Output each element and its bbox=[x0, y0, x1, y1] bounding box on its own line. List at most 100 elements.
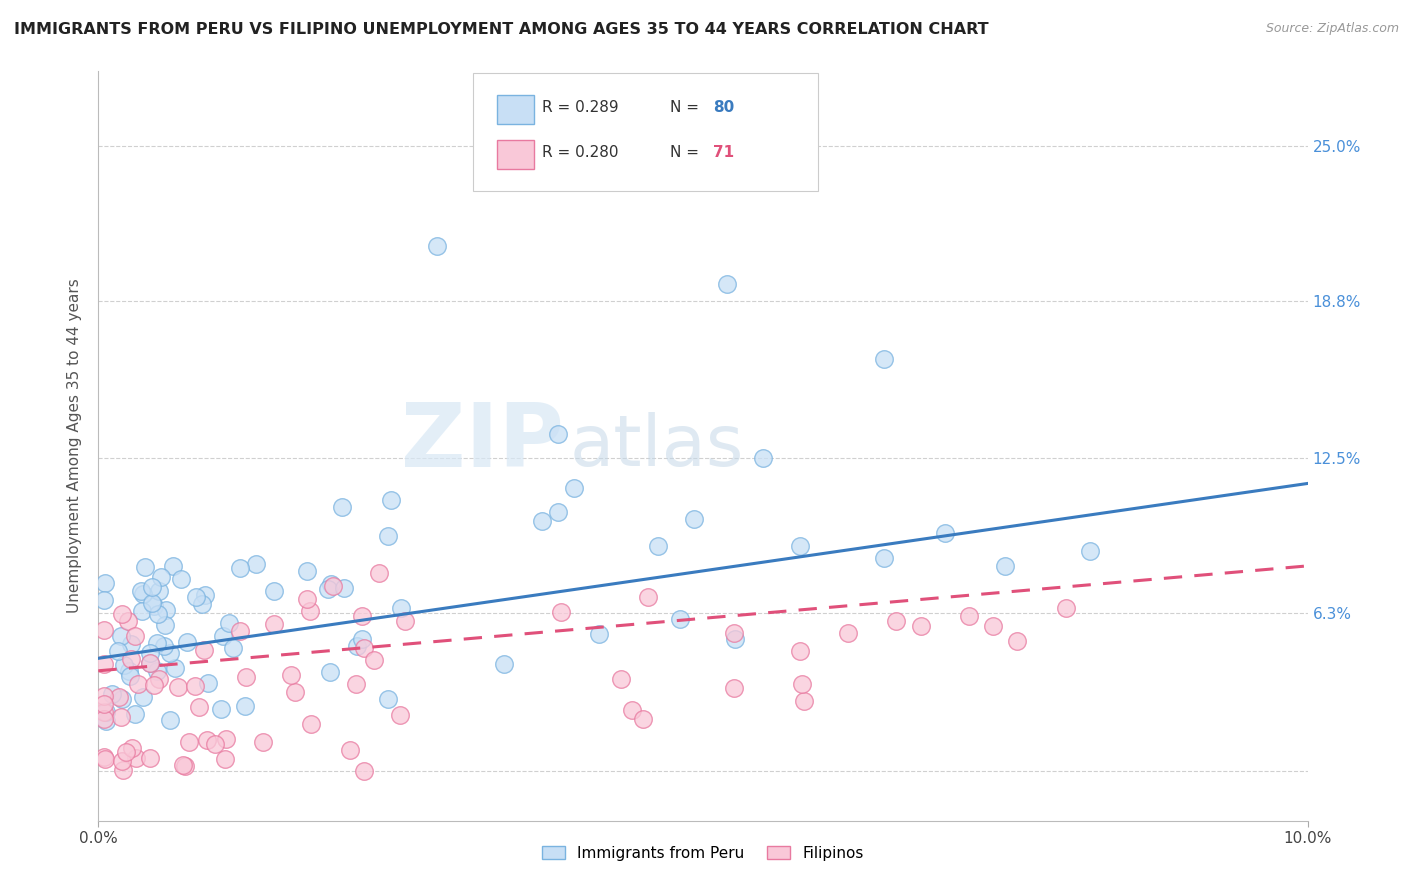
Point bbox=[145, 664, 167, 678]
Point bbox=[193, 643, 215, 657]
Point bbox=[112, 764, 135, 778]
Point bbox=[117, 615, 139, 629]
Point bbox=[789, 539, 811, 553]
Point bbox=[150, 570, 173, 584]
Point bbox=[724, 632, 747, 646]
Text: R = 0.280: R = 0.280 bbox=[543, 145, 619, 160]
Text: 80: 80 bbox=[713, 100, 734, 115]
Point bbox=[530, 515, 553, 529]
Point bbox=[169, 572, 191, 586]
Point bbox=[93, 624, 115, 638]
Point bbox=[118, 669, 141, 683]
Point bbox=[492, 657, 515, 672]
Point bbox=[110, 710, 132, 724]
Point bbox=[910, 619, 932, 633]
Point bbox=[115, 746, 138, 760]
Point bbox=[195, 733, 218, 747]
Point bbox=[148, 672, 170, 686]
Point bbox=[426, 239, 449, 253]
Point bbox=[188, 699, 211, 714]
Point bbox=[139, 656, 162, 670]
Point bbox=[129, 584, 152, 599]
Point bbox=[368, 566, 391, 580]
Point bbox=[339, 743, 361, 757]
Point bbox=[162, 558, 184, 573]
Point bbox=[111, 754, 134, 768]
Point bbox=[716, 277, 738, 291]
Point bbox=[837, 626, 859, 640]
Point bbox=[752, 451, 775, 466]
Point bbox=[350, 632, 373, 647]
Point bbox=[793, 693, 815, 707]
Text: Source: ZipAtlas.com: Source: ZipAtlas.com bbox=[1265, 22, 1399, 36]
Text: IMMIGRANTS FROM PERU VS FILIPINO UNEMPLOYMENT AMONG AGES 35 TO 44 YEARS CORRELAT: IMMIGRANTS FROM PERU VS FILIPINO UNEMPLO… bbox=[14, 22, 988, 37]
Point bbox=[245, 557, 267, 571]
Point bbox=[165, 661, 187, 675]
Point bbox=[218, 616, 240, 631]
Point bbox=[118, 664, 141, 678]
Point bbox=[132, 690, 155, 704]
Point bbox=[138, 657, 160, 671]
Point bbox=[299, 716, 322, 731]
Point bbox=[93, 697, 115, 711]
Point bbox=[146, 607, 169, 621]
Point bbox=[139, 646, 162, 660]
Point bbox=[723, 625, 745, 640]
Point bbox=[547, 426, 569, 441]
Point bbox=[94, 752, 117, 766]
Point bbox=[215, 731, 238, 746]
Point bbox=[141, 595, 163, 609]
Point bbox=[142, 677, 165, 691]
Point bbox=[298, 604, 321, 618]
Point bbox=[159, 646, 181, 660]
Bar bbox=[498, 95, 534, 124]
Point bbox=[177, 735, 200, 749]
Point bbox=[263, 583, 285, 598]
Text: ZIP: ZIP bbox=[401, 399, 564, 486]
Point bbox=[191, 597, 214, 611]
FancyBboxPatch shape bbox=[474, 73, 818, 191]
Point bbox=[194, 588, 217, 602]
Point bbox=[284, 684, 307, 698]
Point bbox=[155, 617, 177, 632]
Point bbox=[994, 558, 1017, 573]
Point bbox=[388, 708, 411, 723]
Point bbox=[1007, 633, 1029, 648]
Point bbox=[94, 705, 117, 719]
Point bbox=[159, 713, 181, 727]
Point bbox=[124, 707, 146, 722]
Point bbox=[94, 714, 117, 728]
Point bbox=[295, 564, 318, 578]
Point bbox=[789, 644, 811, 658]
Point bbox=[344, 677, 367, 691]
Point bbox=[981, 619, 1004, 633]
Point bbox=[588, 627, 610, 641]
Point bbox=[221, 640, 243, 655]
Point bbox=[214, 752, 236, 766]
Point bbox=[93, 593, 115, 607]
Point bbox=[112, 657, 135, 672]
Text: N =: N = bbox=[671, 145, 704, 160]
Point bbox=[143, 599, 166, 613]
Point bbox=[148, 584, 170, 599]
Point bbox=[101, 687, 124, 701]
Point bbox=[93, 706, 115, 720]
Y-axis label: Unemployment Among Ages 35 to 44 years: Unemployment Among Ages 35 to 44 years bbox=[67, 278, 83, 614]
Point bbox=[120, 637, 142, 651]
Point bbox=[229, 624, 252, 638]
Point bbox=[93, 689, 115, 703]
Point bbox=[610, 673, 633, 687]
Point bbox=[131, 604, 153, 618]
Point bbox=[110, 629, 132, 643]
Point bbox=[134, 560, 156, 574]
Point bbox=[184, 591, 207, 605]
Point bbox=[141, 581, 163, 595]
Point bbox=[346, 639, 368, 653]
Point bbox=[121, 740, 143, 755]
Point bbox=[132, 587, 155, 601]
Text: 71: 71 bbox=[713, 145, 734, 160]
Point bbox=[172, 757, 194, 772]
Point bbox=[647, 539, 669, 553]
Point bbox=[167, 681, 190, 695]
Point bbox=[333, 581, 356, 595]
